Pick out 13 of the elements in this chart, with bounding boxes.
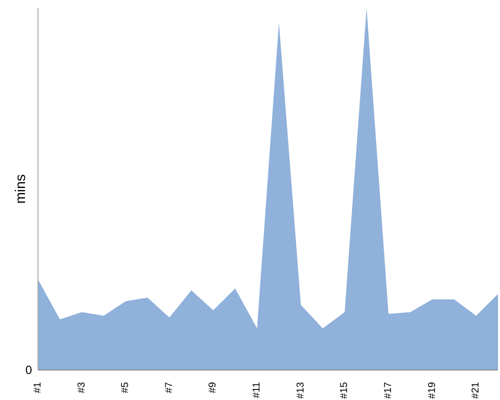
x-tick-label: #3 [76,382,88,394]
x-tick-label: #21 [470,382,482,399]
x-tick-label: #5 [120,382,132,394]
x-tick-label: #19 [426,382,438,399]
x-tick-label: #15 [339,382,350,399]
x-tick-label: #1 [32,382,44,394]
y-axis-title: mins [12,174,28,204]
x-tick-label: #9 [208,382,219,394]
x-tick-label: #7 [164,382,175,394]
x-tick-label: #11 [252,382,263,398]
x-tick-label: #13 [295,382,306,399]
x-tick-label: #17 [382,382,394,399]
text: 0 [25,363,32,377]
